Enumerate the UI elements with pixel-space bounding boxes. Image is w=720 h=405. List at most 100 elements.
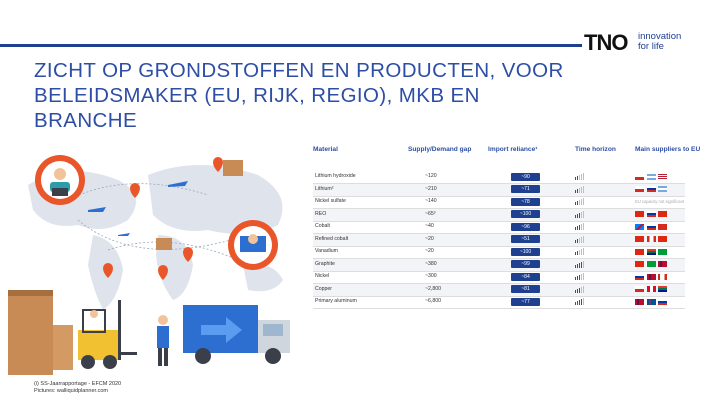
horizon-bar [580, 299, 582, 305]
time-horizon-bars [575, 210, 591, 219]
horizon-bar [580, 274, 582, 280]
supplier-flags [635, 211, 670, 217]
country-flag-icon [635, 261, 644, 267]
horizon-bar [582, 260, 584, 268]
cell-material: Copper [315, 285, 333, 292]
box-stacks [8, 160, 243, 375]
cell-import-reliance: ~100 [511, 210, 540, 218]
horizon-bar [578, 300, 581, 305]
time-horizon-bars [575, 198, 591, 206]
source-line2: Pictures: walliquidplanner.com [34, 388, 108, 394]
table-row: Nickel ~300 ~84 [313, 271, 685, 284]
horizon-bar [575, 264, 577, 268]
horizon-bar [582, 185, 584, 193]
horizon-bar [580, 224, 582, 230]
horizon-bar [580, 286, 582, 293]
header-material: Material [313, 146, 338, 153]
horizon-bar [580, 261, 582, 268]
supplier-flags [635, 298, 670, 305]
cell-import-reliance: ~96 [511, 222, 540, 231]
supplier-flags [635, 186, 670, 192]
horizon-bar [582, 198, 584, 205]
supplier-flags [635, 248, 670, 255]
cell-supply-gap: ~20 [425, 235, 434, 242]
tagline-line2: for life [638, 41, 664, 52]
horizon-bar [576, 288, 579, 293]
table-row: Copper ~2,800 ~81 [313, 283, 685, 297]
country-flag-icon [635, 236, 644, 242]
country-flag-icon [658, 273, 667, 280]
cell-material: Refined cobalt [315, 235, 349, 242]
horizon-bar [582, 210, 584, 218]
horizon-bar [576, 238, 579, 243]
horizon-bar [575, 214, 577, 218]
country-flag-icon [635, 186, 644, 192]
horizon-bar [580, 174, 582, 180]
time-horizon-bars [575, 248, 591, 256]
horizon-bar [576, 176, 579, 180]
supplier-flags [635, 173, 670, 180]
time-horizon-bars [575, 185, 591, 194]
country-flag-icon [646, 286, 656, 292]
time-horizon-bars [575, 285, 591, 294]
horizon-bar [582, 273, 584, 280]
cell-import-reliance: ~90 [511, 172, 540, 181]
cell-supply-gap: ~2,800 [425, 285, 442, 292]
time-horizon-bars [575, 173, 591, 181]
horizon-bar [582, 223, 584, 230]
country-flag-icon [635, 248, 644, 255]
tno-logo-text: TNO [584, 30, 628, 55]
cell-import-reliance: ~84 [511, 272, 540, 281]
table-row: Refined cobalt ~20 ~51 [313, 233, 685, 247]
horizon-bar [575, 239, 577, 243]
horizon-bar [582, 235, 584, 243]
horizon-bar [575, 302, 577, 305]
title-line1: ZICHT OP GRONDSTOFFEN EN PRODUCTEN, VOOR [34, 59, 564, 82]
title-line2: BELEIDSMAKER (EU, RIJK, REGIO), MKB EN [34, 84, 480, 107]
cell-material: Primary aluminum [315, 298, 357, 304]
horizon-bar [576, 263, 579, 268]
time-horizon-bars [575, 223, 591, 231]
country-flag-icon [646, 173, 656, 180]
country-flag-icon [635, 223, 644, 230]
horizon-bar [575, 252, 577, 255]
horizon-bar [575, 277, 577, 280]
country-flag-icon [658, 286, 667, 292]
country-flag-icon [635, 273, 644, 280]
horizon-bar [580, 249, 582, 255]
country-flag-icon [658, 298, 667, 305]
cell-supply-gap: ~210 [425, 185, 437, 192]
country-flag-icon [646, 273, 656, 280]
horizon-bar [578, 250, 581, 255]
country-flag-icon [635, 211, 644, 217]
country-flag-icon [646, 223, 656, 230]
airplane-icons [88, 181, 188, 236]
cell-material: Cobalt [315, 223, 330, 229]
country-flag-icon [635, 298, 644, 305]
country-flag-icon [635, 173, 644, 180]
horizon-bar [582, 285, 584, 293]
header-supply: Supply/Demand gap [408, 146, 472, 153]
country-flag-icon [658, 236, 667, 242]
horizon-bar [575, 227, 577, 230]
country-flag-icon [646, 236, 656, 242]
cell-import-reliance: ~77 [511, 297, 540, 306]
country-flag-icon [646, 261, 656, 267]
cell-import-reliance: ~99 [511, 260, 540, 268]
country-flag-icon [635, 286, 644, 292]
header-horizon: Time horizon [575, 146, 616, 153]
tno-logo: TNO innovation for life [584, 30, 714, 55]
horizon-bar [580, 199, 582, 205]
horizon-bar [578, 187, 581, 193]
horizon-bar [578, 287, 581, 293]
cell-import-reliance: ~100 [511, 247, 540, 256]
delivery-truck [183, 305, 290, 364]
logistics-illustration [8, 155, 290, 375]
country-flag-icon [658, 186, 667, 192]
cell-material: Nickel sulfate [315, 198, 346, 204]
horizon-bar [580, 211, 582, 218]
horizon-bar [575, 289, 577, 293]
horizon-bar [578, 262, 581, 268]
horizon-bar [575, 189, 577, 193]
table-row: Graphite ~380 ~99 [313, 258, 685, 272]
